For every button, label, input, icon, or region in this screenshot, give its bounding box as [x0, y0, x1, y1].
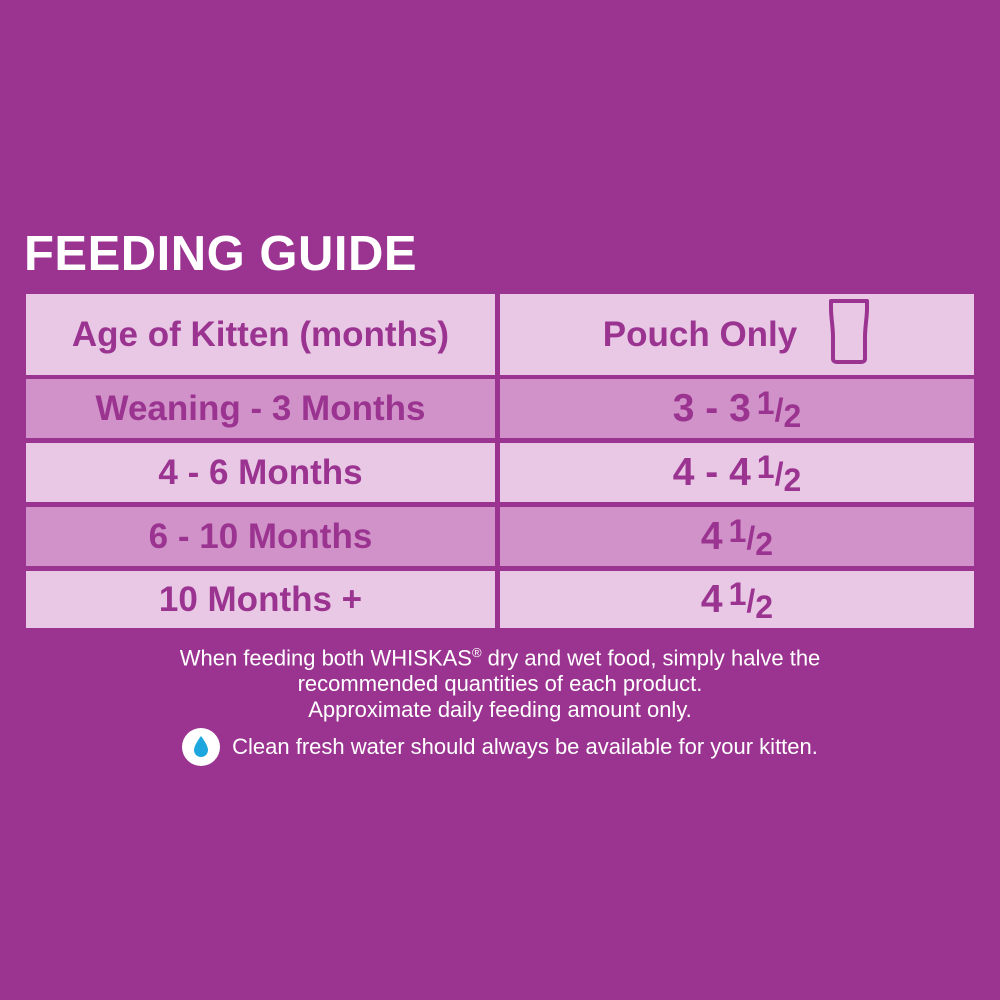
note-line-3: Approximate daily feeding amount only. [308, 697, 692, 723]
qty-whole: 4 - 4 [672, 450, 751, 494]
feeding-notes: When feeding both WHISKAS® dry and wet f… [0, 640, 1000, 723]
table-row-qty: 3 - 3 1/2 [500, 379, 974, 438]
note-text: When feeding both WHISKAS [179, 645, 472, 671]
table-header-pouch: Pouch Only [500, 294, 974, 375]
registered-mark: ® [471, 645, 482, 660]
qty-fraction: 1/2 [757, 449, 801, 498]
qty-denominator: 2 [783, 398, 802, 434]
qty-denominator: 2 [783, 462, 802, 498]
fraction-slash: / [746, 520, 756, 556]
qty-whole: 4 [700, 514, 723, 558]
water-note: Clean fresh water should always be avail… [0, 728, 1000, 766]
qty-denominator: 2 [755, 526, 774, 562]
table-header-age-label: Age of Kitten (months) [71, 314, 450, 354]
note-line-1: When feeding both WHISKAS® dry and wet f… [0, 640, 1000, 671]
qty-fraction: 1/2 [757, 385, 801, 434]
fraction-slash: / [774, 456, 784, 492]
qty-fraction: 1/2 [729, 576, 773, 625]
note-text: dry and wet food, simply halve the [481, 645, 821, 671]
table-header-age: Age of Kitten (months) [26, 294, 495, 375]
pouch-icon [829, 298, 870, 364]
age-value: 10 Months + [158, 579, 363, 619]
qty-whole: 3 - 3 [672, 386, 751, 430]
water-drop-icon [182, 728, 221, 766]
age-value: Weaning - 3 Months [95, 388, 426, 428]
qty-denominator: 2 [755, 589, 774, 625]
table-row-age: 6 - 10 Months [26, 507, 495, 566]
age-value: 6 - 10 Months [148, 516, 373, 556]
qty-numerator: 1 [728, 513, 747, 549]
fraction-slash: / [774, 392, 784, 428]
qty-numerator: 1 [756, 385, 775, 421]
table-row-qty: 4 1/2 [500, 507, 974, 566]
table-row-qty: 4 1/2 [500, 571, 974, 628]
table-row-age: Weaning - 3 Months [26, 379, 495, 438]
table-row-age: 10 Months + [26, 571, 495, 628]
water-note-text: Clean fresh water should always be avail… [232, 734, 818, 759]
qty-numerator: 1 [728, 576, 747, 612]
qty-whole: 4 [700, 577, 723, 621]
qty-numerator: 1 [756, 449, 775, 485]
page-title: FEEDING GUIDE [24, 227, 418, 281]
qty-fraction: 1/2 [729, 513, 773, 562]
age-value: 4 - 6 Months [158, 452, 363, 492]
table-header-pouch-label: Pouch Only [602, 314, 798, 354]
table-row-age: 4 - 6 Months [26, 443, 495, 502]
fraction-slash: / [746, 583, 756, 619]
note-line-2: recommended quantities of each product. [297, 671, 703, 697]
table-row-qty: 4 - 4 1/2 [500, 443, 974, 502]
